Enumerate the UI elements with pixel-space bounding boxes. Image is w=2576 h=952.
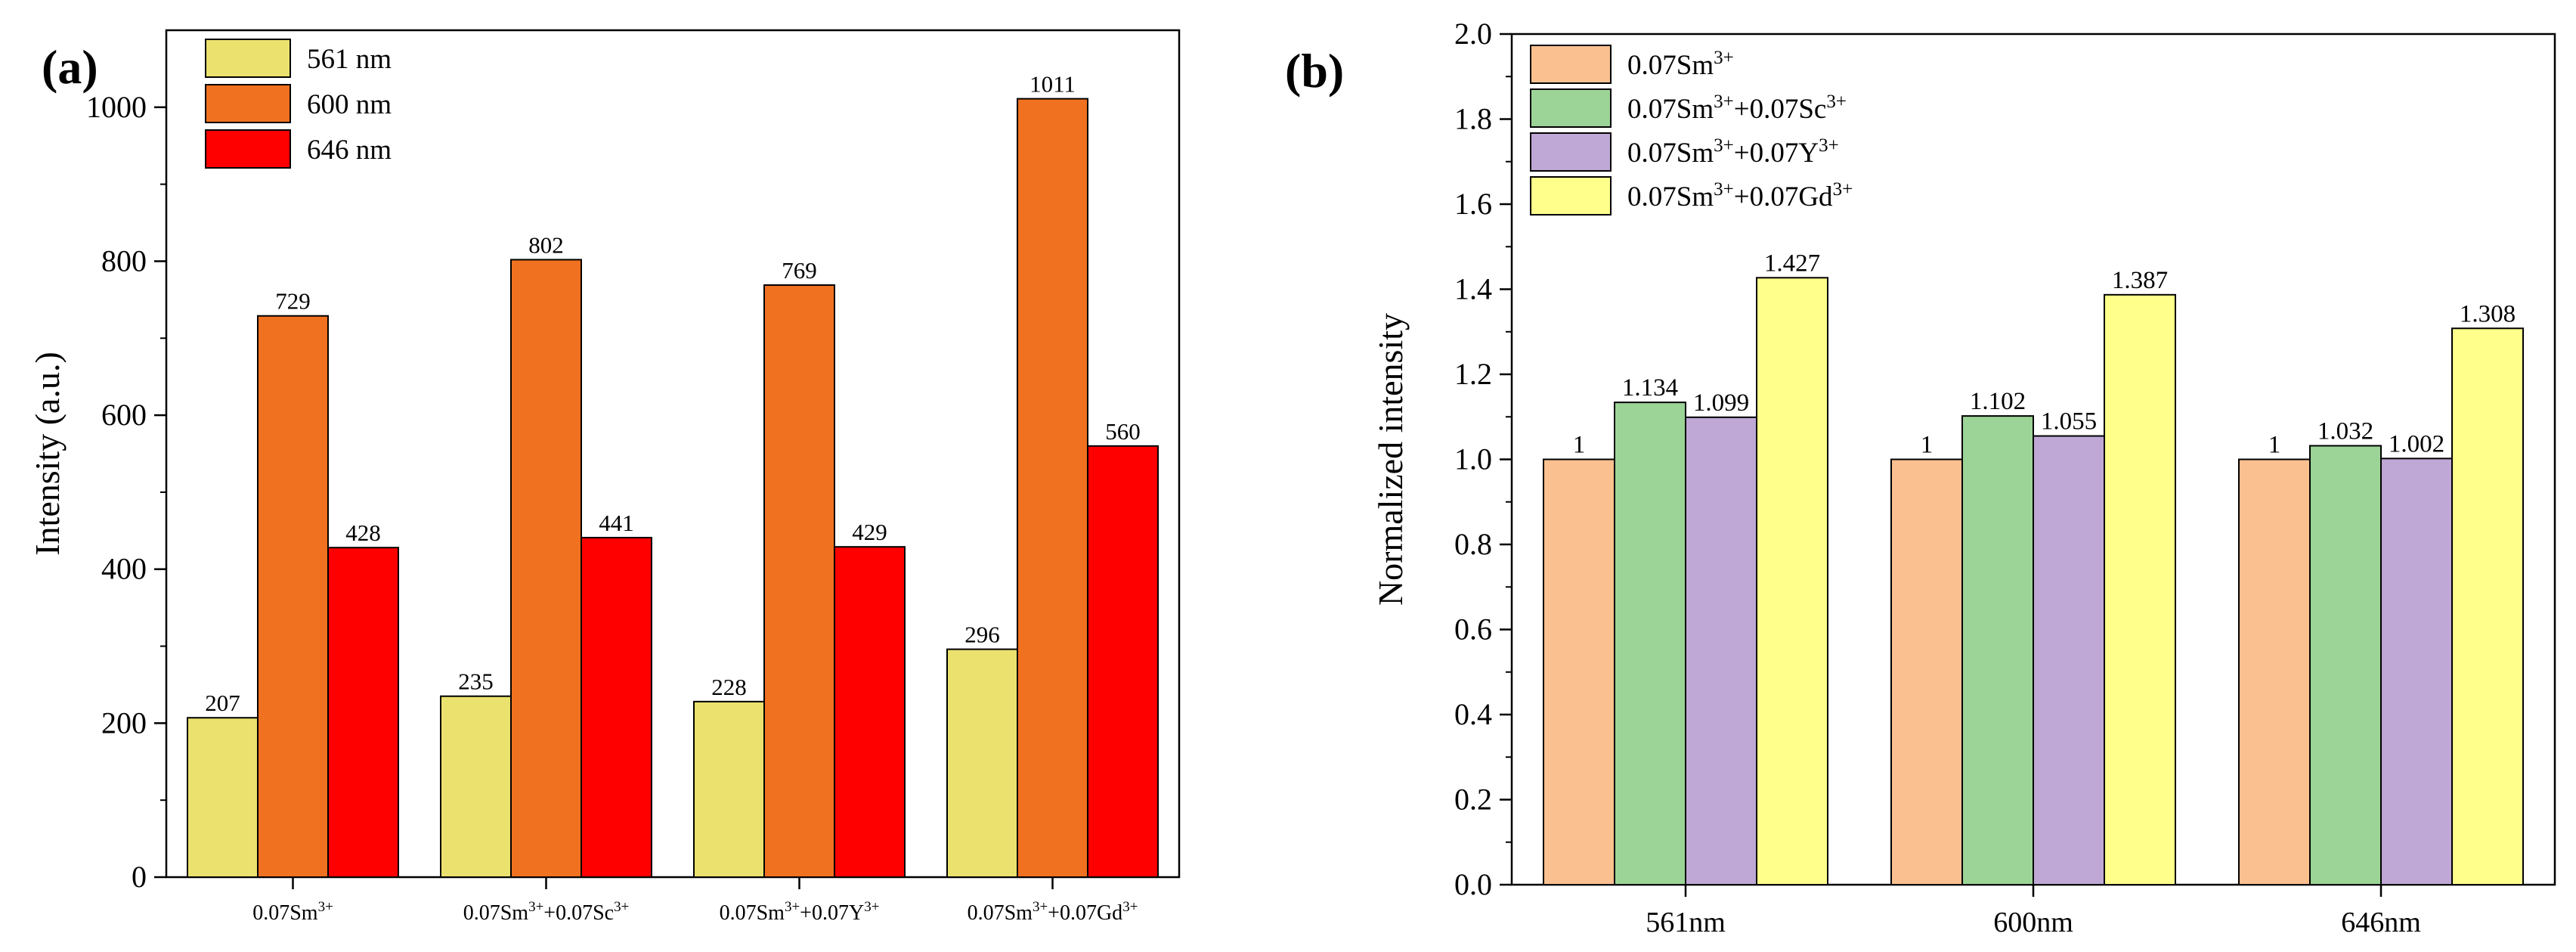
y-tick-label: 1.6 bbox=[1454, 187, 1492, 221]
chart-panel-b: (b) 0.0 0.2 0.4 0.6 0.8 1.0 1.2 1.4 1.6 1.8 2.0 Norm… bbox=[1285, 17, 2556, 938]
x-tick-label: 0.07Sm3+ bbox=[252, 899, 333, 925]
bar bbox=[693, 700, 765, 879]
bar bbox=[327, 547, 399, 879]
y-tick-label: 800 bbox=[101, 243, 147, 278]
data-label: 429 bbox=[852, 519, 887, 545]
data-label: 1.032 bbox=[2317, 418, 2373, 445]
bar bbox=[1087, 445, 1159, 878]
bar bbox=[440, 695, 512, 879]
data-label: 235 bbox=[458, 668, 494, 695]
y-axis-title: Intensity (a.u.) bbox=[28, 352, 67, 556]
y-tick-label: 0 bbox=[132, 860, 147, 894]
bar bbox=[1961, 415, 2034, 885]
y-tick-label: 0.2 bbox=[1454, 783, 1492, 817]
data-label: 207 bbox=[205, 690, 240, 716]
bar bbox=[763, 284, 835, 878]
data-label: 1.099 bbox=[1693, 389, 1749, 417]
bar bbox=[1614, 402, 1686, 885]
legend-swatch bbox=[205, 84, 291, 123]
bar bbox=[2104, 293, 2176, 885]
y-tick-label: 1.4 bbox=[1454, 272, 1492, 306]
data-label: 1.055 bbox=[2041, 408, 2097, 436]
legend-swatch bbox=[1530, 176, 1612, 216]
bar bbox=[2380, 457, 2453, 885]
bar bbox=[834, 546, 906, 878]
data-label: 729 bbox=[275, 288, 311, 315]
legend-label: 646 nm bbox=[307, 135, 392, 166]
data-label: 428 bbox=[345, 519, 381, 546]
legend-swatch bbox=[205, 129, 291, 169]
x-tick-label: 561nm bbox=[1646, 907, 1726, 938]
data-label: 1 bbox=[1573, 432, 1586, 459]
bar bbox=[2451, 327, 2524, 885]
legend-swatch bbox=[205, 39, 291, 78]
data-label: 1.427 bbox=[1764, 250, 1820, 277]
y-tick-label: 0.6 bbox=[1454, 612, 1492, 647]
panel-label: (a) bbox=[42, 40, 98, 94]
bar bbox=[1543, 458, 1615, 885]
y-tick-label: 1.2 bbox=[1454, 357, 1492, 391]
legend-label: 600 nm bbox=[307, 89, 392, 120]
x-tick-label: 600nm bbox=[1993, 907, 2073, 938]
legend-label: 0.07Sm3++0.07Gd3+ bbox=[1627, 179, 1853, 212]
bar bbox=[187, 717, 259, 879]
data-label: 1011 bbox=[1029, 71, 1076, 98]
data-label: 1.134 bbox=[1622, 374, 1678, 402]
data-label: 1.308 bbox=[2460, 300, 2516, 327]
legend-swatch bbox=[1530, 88, 1612, 128]
x-tick-label: 646nm bbox=[2341, 907, 2421, 938]
bar bbox=[2238, 458, 2311, 885]
y-tick-label: 2.0 bbox=[1454, 17, 1492, 51]
legend-swatch bbox=[1530, 132, 1612, 172]
bar bbox=[1685, 416, 1757, 885]
data-label: 1 bbox=[1921, 432, 1934, 459]
data-label: 1.387 bbox=[2112, 267, 2168, 294]
y-axis-title: Normalized intensity bbox=[1371, 313, 1410, 606]
data-label: 441 bbox=[599, 510, 634, 536]
bar bbox=[257, 315, 329, 878]
y-tick-label: 1.0 bbox=[1454, 442, 1492, 476]
y-tick-label: 0.0 bbox=[1454, 867, 1492, 901]
data-label: 769 bbox=[782, 257, 817, 284]
chart-panel-a: (a) 0 200 400 600 800 1000 Intensity (a.u.) 0.07… bbox=[28, 29, 1181, 925]
y-tick-label: 200 bbox=[101, 705, 147, 740]
legend-swatch bbox=[1530, 45, 1612, 84]
legend-label: 0.07Sm3+ bbox=[1627, 48, 1734, 81]
data-label: 228 bbox=[711, 674, 747, 700]
y-tick-label: 400 bbox=[101, 552, 147, 586]
data-label: 1.102 bbox=[1970, 388, 2026, 415]
x-tick-label: 0.07Sm3++0.07Gd3+ bbox=[968, 899, 1138, 925]
y-tick-label: 0.8 bbox=[1454, 527, 1492, 561]
legend-label: 0.07Sm3++0.07Y3+ bbox=[1627, 135, 1839, 169]
y-tick-label: 1.8 bbox=[1454, 102, 1492, 136]
x-tick-label: 0.07Sm3++0.07Y3+ bbox=[720, 899, 880, 925]
data-label: 296 bbox=[964, 622, 1000, 648]
y-tick-label: 0.4 bbox=[1454, 697, 1492, 731]
bar bbox=[2033, 435, 2105, 885]
panel-label: (b) bbox=[1285, 44, 1344, 98]
plot-frame bbox=[165, 29, 1181, 879]
data-label: 560 bbox=[1105, 418, 1141, 445]
y-tick-label: 1000 bbox=[86, 90, 147, 124]
y-tick-label: 600 bbox=[101, 398, 147, 432]
data-label: 802 bbox=[528, 231, 564, 258]
x-tick-label: 0.07Sm3++0.07Sc3+ bbox=[463, 899, 630, 925]
bar bbox=[1017, 98, 1088, 879]
data-label: 1.002 bbox=[2389, 430, 2444, 457]
bar bbox=[946, 648, 1018, 878]
data-label: 1 bbox=[2268, 432, 2281, 459]
bar bbox=[1890, 458, 1963, 885]
legend-label: 0.07Sm3++0.07Sc3+ bbox=[1627, 91, 1847, 125]
bar bbox=[581, 536, 652, 878]
bar bbox=[2309, 445, 2382, 885]
legend-label: 561 nm bbox=[307, 44, 392, 75]
bar bbox=[1756, 277, 1828, 885]
bar bbox=[510, 259, 582, 879]
